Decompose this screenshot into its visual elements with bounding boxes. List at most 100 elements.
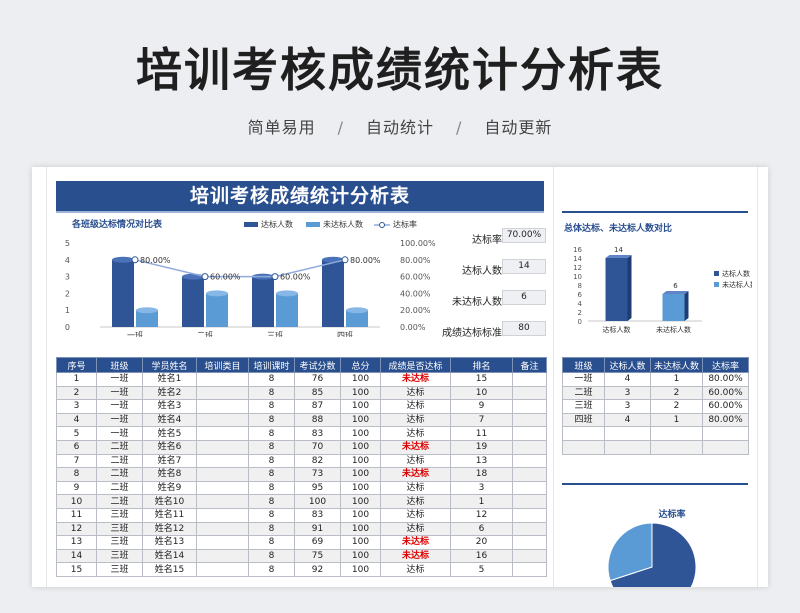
table-cell[interactable]: 二班 [96,480,143,496]
column-header[interactable]: 班级 [96,357,143,373]
table-cell[interactable]: 三班 [96,548,143,564]
table-cell[interactable] [196,372,249,387]
table-cell[interactable]: 二班 [96,453,143,469]
table-cell[interactable]: 3 [56,399,97,414]
table-cell[interactable]: 未达标 [380,372,451,387]
table-cell[interactable]: 14 [56,548,97,564]
table-cell[interactable]: 达标 [380,494,451,509]
table-cell[interactable]: 三班 [96,562,143,577]
table-cell[interactable]: 10 [450,385,513,401]
table-cell[interactable]: 100 [340,439,381,455]
table-cell[interactable]: 1 [650,412,703,428]
table-cell[interactable]: 8 [248,426,295,441]
table-cell[interactable]: 达标 [380,562,451,577]
table-cell[interactable]: 8 [248,562,295,577]
table-cell[interactable] [512,480,547,496]
table-cell[interactable]: 二班 [96,494,143,509]
table-cell[interactable] [512,439,547,455]
table-cell[interactable]: 姓名1 [142,372,197,387]
table-cell[interactable]: 100 [340,453,381,469]
table-cell[interactable]: 3 [604,385,651,401]
table-cell[interactable]: 7 [56,453,97,469]
table-cell[interactable]: 姓名13 [142,535,197,550]
table-cell[interactable]: 姓名14 [142,548,197,564]
column-header[interactable]: 成绩是否达标 [380,357,451,373]
table-cell[interactable]: 姓名4 [142,412,197,428]
table-cell[interactable]: 9 [450,399,513,414]
table-cell[interactable]: 一班 [96,426,143,441]
table-cell[interactable]: 三班 [96,507,143,523]
table-cell[interactable]: 一班 [96,372,143,387]
table-cell[interactable]: 75 [294,548,341,564]
table-cell[interactable]: 1 [56,372,97,387]
table-cell[interactable]: 2 [56,385,97,401]
table-cell[interactable] [512,535,547,550]
table-cell[interactable]: 姓名2 [142,385,197,401]
table-cell[interactable]: 达标 [380,480,451,496]
table-cell[interactable]: 达标 [380,385,451,401]
table-cell[interactable]: 8 [248,467,295,482]
summary-value[interactable]: 14 [502,259,546,274]
table-cell[interactable] [562,426,605,441]
table-cell[interactable]: 未达标 [380,535,451,550]
column-header[interactable]: 培训类目 [196,357,249,373]
table-cell[interactable]: 8 [248,494,295,509]
table-cell[interactable]: 88 [294,412,341,428]
table-cell[interactable]: 100 [340,385,381,401]
table-cell[interactable]: 4 [604,372,651,387]
table-cell[interactable]: 8 [248,548,295,564]
table-cell[interactable]: 100 [340,535,381,550]
table-cell[interactable] [196,426,249,441]
summary-value[interactable]: 70.00% [502,228,546,243]
table-cell[interactable] [702,426,749,441]
table-cell[interactable]: 姓名3 [142,399,197,414]
table-cell[interactable]: 76 [294,372,341,387]
table-cell[interactable]: 18 [450,467,513,482]
table-cell[interactable]: 8 [248,453,295,469]
table-cell[interactable] [196,548,249,564]
table-cell[interactable]: 3 [604,399,651,414]
table-cell[interactable]: 10 [56,494,97,509]
table-cell[interactable]: 100 [340,426,381,441]
table-cell[interactable]: 7 [450,412,513,428]
table-cell[interactable]: 达标 [380,426,451,441]
table-cell[interactable]: 70 [294,439,341,455]
table-cell[interactable]: 6 [56,439,97,455]
table-cell[interactable]: 达标 [380,453,451,469]
table-cell[interactable]: 100 [340,507,381,523]
table-cell[interactable]: 11 [56,507,97,523]
table-cell[interactable]: 三班 [96,535,143,550]
table-cell[interactable]: 一班 [562,372,605,387]
table-cell[interactable]: 姓名12 [142,521,197,537]
table-cell[interactable]: 8 [248,439,295,455]
table-cell[interactable]: 1 [650,372,703,387]
table-cell[interactable]: 6 [450,521,513,537]
table-cell[interactable]: 未达标 [380,548,451,564]
column-header[interactable]: 备注 [512,357,547,373]
table-cell[interactable]: 100 [340,467,381,482]
table-cell[interactable]: 20 [450,535,513,550]
table-cell[interactable] [512,494,547,509]
table-cell[interactable]: 19 [450,439,513,455]
table-cell[interactable] [196,439,249,455]
table-cell[interactable]: 三班 [96,521,143,537]
table-cell[interactable]: 达标 [380,412,451,428]
table-cell[interactable]: 2 [650,385,703,401]
table-cell[interactable]: 83 [294,507,341,523]
table-cell[interactable]: 姓名7 [142,453,197,469]
table-cell[interactable]: 1 [450,494,513,509]
table-cell[interactable]: 100 [340,412,381,428]
table-cell[interactable]: 9 [56,480,97,496]
table-cell[interactable]: 8 [248,385,295,401]
table-cell[interactable] [512,507,547,523]
table-cell[interactable]: 100 [340,480,381,496]
table-cell[interactable]: 80.00% [702,412,749,428]
table-cell[interactable]: 13 [450,453,513,469]
table-cell[interactable]: 12 [56,521,97,537]
table-cell[interactable]: 四班 [562,412,605,428]
table-cell[interactable]: 100 [340,372,381,387]
table-cell[interactable]: 82 [294,453,341,469]
table-cell[interactable]: 100 [340,548,381,564]
table-cell[interactable] [196,507,249,523]
table-cell[interactable]: 15 [450,372,513,387]
